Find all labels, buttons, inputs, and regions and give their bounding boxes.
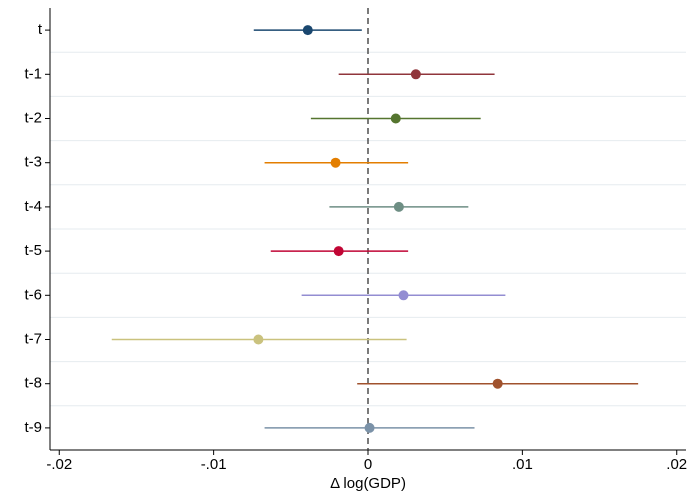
y-tick-label: t-7 — [24, 330, 42, 347]
point-estimate — [333, 246, 344, 257]
point-estimate — [390, 113, 401, 124]
y-tick-label: t-4 — [24, 198, 42, 215]
y-tick-label: t-8 — [24, 375, 42, 392]
x-axis-label: Δ log(GDP) — [330, 475, 406, 492]
y-tick-label: t-3 — [24, 154, 42, 171]
x-tick-label: -.01 — [201, 456, 227, 473]
point-estimate — [492, 378, 503, 389]
x-tick-label: -.02 — [46, 456, 72, 473]
y-tick-label: t-9 — [24, 419, 42, 436]
x-tick-label: 0 — [364, 456, 372, 473]
point-estimate — [364, 422, 375, 433]
point-estimate — [393, 201, 404, 212]
point-estimate — [410, 69, 421, 80]
x-tick-label: .01 — [512, 456, 533, 473]
point-estimate — [253, 334, 264, 345]
y-tick-label: t-1 — [24, 65, 42, 82]
y-tick-label: t-5 — [24, 242, 42, 259]
point-estimate — [302, 25, 313, 36]
y-tick-label: t-6 — [24, 286, 42, 303]
y-tick-label: t — [38, 21, 43, 38]
x-tick-label: .02 — [666, 456, 687, 473]
point-estimate — [330, 157, 341, 168]
y-tick-label: t-2 — [24, 109, 42, 126]
point-estimate — [398, 290, 409, 301]
